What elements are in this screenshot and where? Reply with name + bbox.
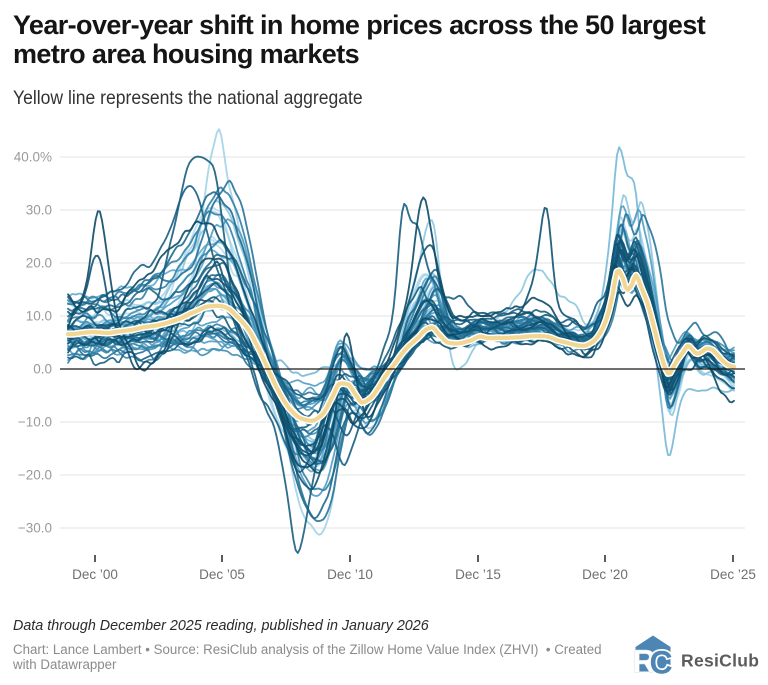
svg-text:C: C xyxy=(650,645,673,681)
svg-text:0.0: 0.0 xyxy=(33,362,52,377)
svg-text:Dec ’10: Dec ’10 xyxy=(327,567,373,582)
svg-text:ResiClub: ResiClub xyxy=(681,651,759,671)
svg-text:Dec ’00: Dec ’00 xyxy=(72,567,118,582)
svg-text:Dec ’20: Dec ’20 xyxy=(582,567,628,582)
svg-text:Dec ’15: Dec ’15 xyxy=(455,567,501,582)
svg-text:30.0: 30.0 xyxy=(26,203,52,218)
svg-text:40.0%: 40.0% xyxy=(14,150,52,165)
svg-text:20.0: 20.0 xyxy=(26,256,52,271)
svg-text:−30.0: −30.0 xyxy=(18,521,52,536)
svg-text:−20.0: −20.0 xyxy=(18,468,52,483)
svg-text:10.0: 10.0 xyxy=(26,309,52,324)
svg-text:Dec ’25: Dec ’25 xyxy=(710,567,756,582)
svg-text:Dec ’05: Dec ’05 xyxy=(199,567,245,582)
svg-text:−10.0: −10.0 xyxy=(18,415,52,430)
svg-text:R: R xyxy=(633,644,656,680)
